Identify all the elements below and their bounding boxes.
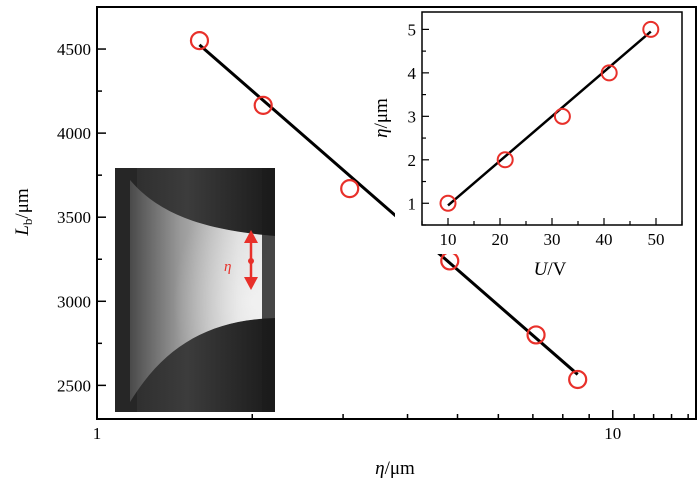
main-y-tick-label: 3500 (57, 208, 91, 227)
main-data-point (189, 31, 210, 51)
main-x-axis-label: η/μm (375, 458, 415, 479)
inset-background (395, 10, 694, 254)
inset-fit-line (447, 30, 652, 207)
main-y-tick-label: 4000 (57, 124, 91, 143)
main-data-point (440, 251, 460, 271)
main-y-tick-label: 4500 (57, 40, 91, 59)
inset-x-axis-label: U/V (534, 259, 567, 280)
inset-y-tick-label: 4 (408, 64, 417, 83)
inset-data-point (553, 107, 571, 125)
inset-data-point (600, 64, 618, 82)
main-y-axis-label: Lb/μm (12, 188, 35, 237)
main-data-point (568, 369, 588, 390)
main-data-point (340, 179, 360, 199)
inset-y-axis-label: η/μm (371, 98, 392, 138)
inset-data-point (496, 151, 514, 169)
main-x-tick-label: 10 (604, 424, 621, 443)
main-y-tick-label: 3000 (57, 292, 91, 311)
inset-data-point (439, 194, 457, 212)
inset-data-points (439, 20, 660, 212)
inset-microscope-image: η (115, 168, 275, 412)
main-fit-line-segment (198, 43, 579, 376)
inset-x-tick-label: 40 (596, 230, 613, 249)
inset-ticks: 10 20 30 40 50 1 2 3 4 5 (408, 20, 683, 249)
double-arrow-icon (244, 230, 258, 290)
image-eta-label: η (224, 259, 231, 275)
main-data-point (253, 95, 273, 115)
main-data-point (526, 325, 546, 345)
inset-plot-frame (421, 11, 683, 226)
main-plot-frame (96, 6, 697, 420)
inset-y-tick-label: 5 (408, 20, 417, 39)
inset-x-tick-label: 20 (492, 230, 509, 249)
main-fit-line (198, 43, 579, 376)
inset-data-point (642, 20, 660, 38)
inset-fit-line-segment (447, 30, 652, 207)
main-x-tick-label: 1 (93, 424, 102, 443)
inset-x-tick-label: 10 (440, 230, 457, 249)
inset-x-tick-label: 50 (648, 230, 665, 249)
inset-y-tick-label: 1 (408, 194, 417, 213)
main-y-tick-label: 2500 (57, 376, 91, 395)
main-ticks: 1 10 2500 3000 3500 4000 4500 (57, 6, 689, 443)
main-chart: 1 10 2500 3000 3500 4000 4500 η/μm Lb/μm (12, 6, 697, 479)
inset-y-tick-label: 3 (408, 107, 417, 126)
inset-x-tick-label: 30 (544, 230, 561, 249)
inset-chart: 10 20 30 40 50 1 2 3 4 5 U/V η/μm (371, 10, 694, 280)
inset-y-tick-label: 2 (408, 151, 417, 170)
